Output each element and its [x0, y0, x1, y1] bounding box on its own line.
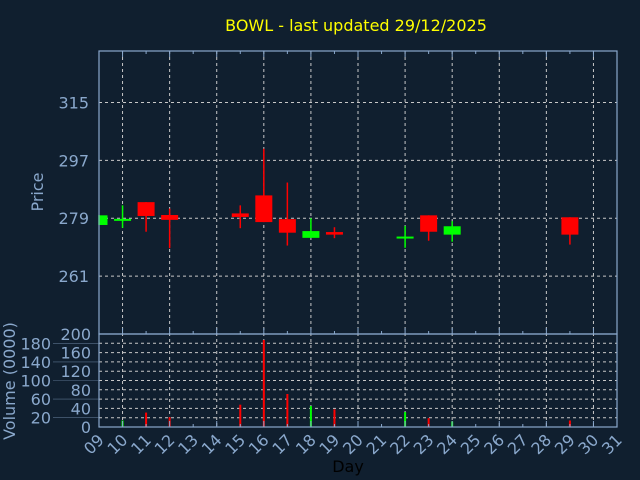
- volume-tick-label: 60: [31, 390, 51, 409]
- volume-tick-label: 180: [20, 334, 51, 353]
- price-tick-label: 297: [58, 151, 89, 170]
- x-tick-label: 31: [598, 430, 626, 458]
- volume-tick-label: 80: [71, 381, 91, 400]
- price-tick-label: 261: [58, 267, 89, 286]
- candle-body: [561, 217, 579, 235]
- candle-body: [161, 215, 179, 220]
- candle-body: [443, 226, 461, 235]
- grid: [99, 51, 617, 427]
- candle-body: [255, 195, 273, 223]
- volume-axis-label: Volume (0000): [0, 322, 19, 440]
- candle-body: [137, 202, 155, 216]
- price-axis-label: Price: [28, 172, 47, 211]
- volume-bar: [309, 406, 312, 427]
- candle-body: [114, 218, 132, 221]
- volume-tick-label: 120: [60, 362, 91, 381]
- volume-bar: [239, 404, 242, 427]
- chart-title: BOWL - last updated 29/12/2025: [225, 16, 487, 35]
- candle-body: [231, 213, 249, 217]
- volume-bar: [427, 418, 430, 427]
- candle-body: [99, 215, 108, 225]
- volume-tick-label: 20: [31, 409, 51, 428]
- volume-bar: [286, 393, 289, 427]
- volume-bar: [333, 409, 336, 427]
- marks: [98, 148, 579, 427]
- price-tick-label: 279: [58, 209, 89, 228]
- volume-tick-label: 0: [81, 418, 91, 437]
- volume-bar: [568, 420, 571, 427]
- price-tick-label: 315: [58, 93, 89, 112]
- volume-tick-label: 100: [20, 372, 51, 391]
- volume-bar: [404, 412, 407, 427]
- candle-body: [420, 215, 438, 232]
- candle-body: [325, 232, 343, 235]
- candle-body: [278, 219, 296, 233]
- volume-bar: [262, 340, 265, 427]
- volume-tick-label: 200: [60, 325, 91, 344]
- candle-body: [302, 231, 320, 238]
- volume-bar: [145, 412, 148, 427]
- volume-tick-label: 160: [60, 344, 91, 363]
- volume-tick-label: 140: [20, 353, 51, 372]
- volume-tick-label: 40: [71, 399, 91, 418]
- x-axis-label: Day: [332, 457, 364, 476]
- candle-body: [396, 236, 414, 239]
